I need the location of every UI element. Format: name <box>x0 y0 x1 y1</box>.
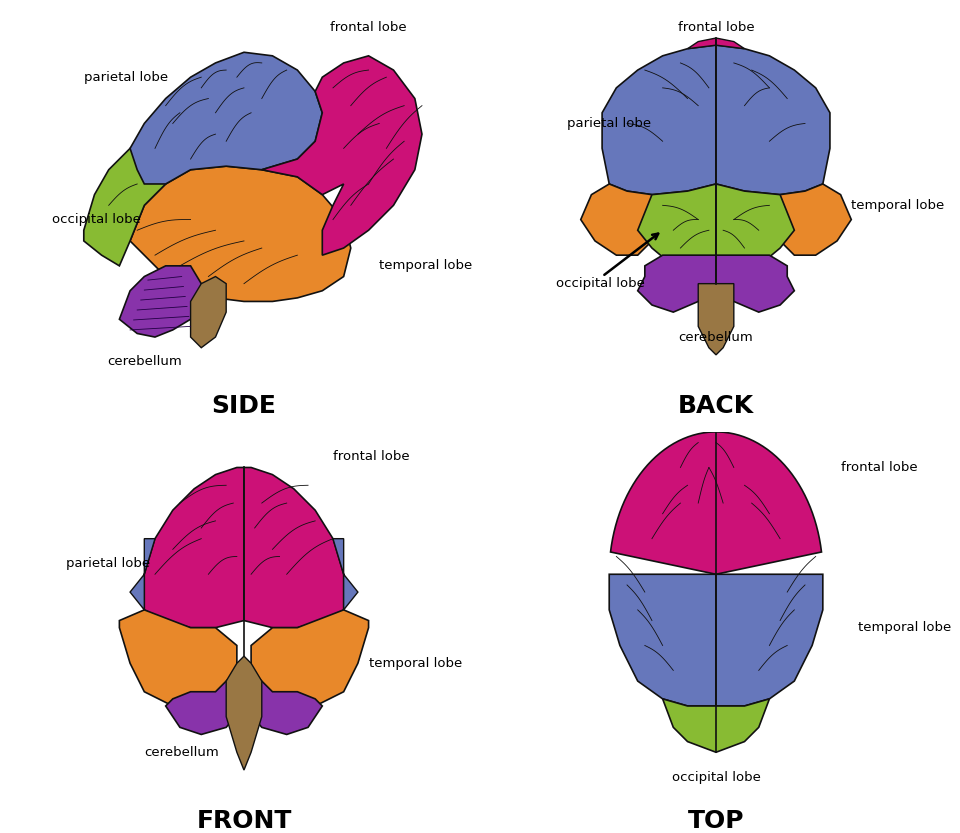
Polygon shape <box>687 38 716 48</box>
Polygon shape <box>244 467 344 628</box>
Text: occipital lobe: occipital lobe <box>52 213 140 226</box>
Text: frontal lobe: frontal lobe <box>678 21 755 34</box>
Polygon shape <box>698 284 733 355</box>
Text: BACK: BACK <box>678 394 755 418</box>
Text: cerebellum: cerebellum <box>144 746 219 759</box>
Text: cerebellum: cerebellum <box>679 331 754 343</box>
Text: SIDE: SIDE <box>211 394 276 418</box>
Text: FRONT: FRONT <box>196 809 292 833</box>
Text: frontal lobe: frontal lobe <box>333 451 410 463</box>
Text: parietal lobe: parietal lobe <box>84 71 168 83</box>
Polygon shape <box>130 166 350 302</box>
Polygon shape <box>602 45 716 195</box>
Polygon shape <box>637 184 716 266</box>
Text: temporal lobe: temporal lobe <box>369 656 462 670</box>
Text: parietal lobe: parietal lobe <box>66 557 150 570</box>
Polygon shape <box>191 277 227 347</box>
Polygon shape <box>637 255 716 312</box>
Polygon shape <box>716 38 745 48</box>
Polygon shape <box>130 539 155 610</box>
Polygon shape <box>119 266 202 337</box>
Polygon shape <box>227 656 262 770</box>
Polygon shape <box>262 56 422 255</box>
Polygon shape <box>130 52 323 184</box>
Polygon shape <box>611 432 822 574</box>
Text: frontal lobe: frontal lobe <box>330 21 407 34</box>
Polygon shape <box>581 184 662 255</box>
Polygon shape <box>166 671 244 735</box>
Polygon shape <box>769 184 852 255</box>
Polygon shape <box>662 699 769 752</box>
Polygon shape <box>252 610 369 706</box>
Text: frontal lobe: frontal lobe <box>841 461 917 474</box>
Text: occipital lobe: occipital lobe <box>672 771 760 784</box>
Polygon shape <box>610 574 716 706</box>
Polygon shape <box>716 184 794 266</box>
Text: TOP: TOP <box>687 809 744 833</box>
Text: temporal lobe: temporal lobe <box>858 621 951 634</box>
Text: cerebellum: cerebellum <box>107 356 181 368</box>
Polygon shape <box>119 610 237 706</box>
Text: parietal lobe: parietal lobe <box>566 117 651 130</box>
Polygon shape <box>716 255 794 312</box>
Text: temporal lobe: temporal lobe <box>852 199 945 212</box>
Polygon shape <box>716 45 830 195</box>
Text: temporal lobe: temporal lobe <box>379 259 472 272</box>
Polygon shape <box>144 467 244 628</box>
Text: occipital lobe: occipital lobe <box>556 277 645 290</box>
Polygon shape <box>333 539 358 610</box>
Polygon shape <box>84 142 180 266</box>
Polygon shape <box>716 574 823 706</box>
Polygon shape <box>244 671 323 735</box>
